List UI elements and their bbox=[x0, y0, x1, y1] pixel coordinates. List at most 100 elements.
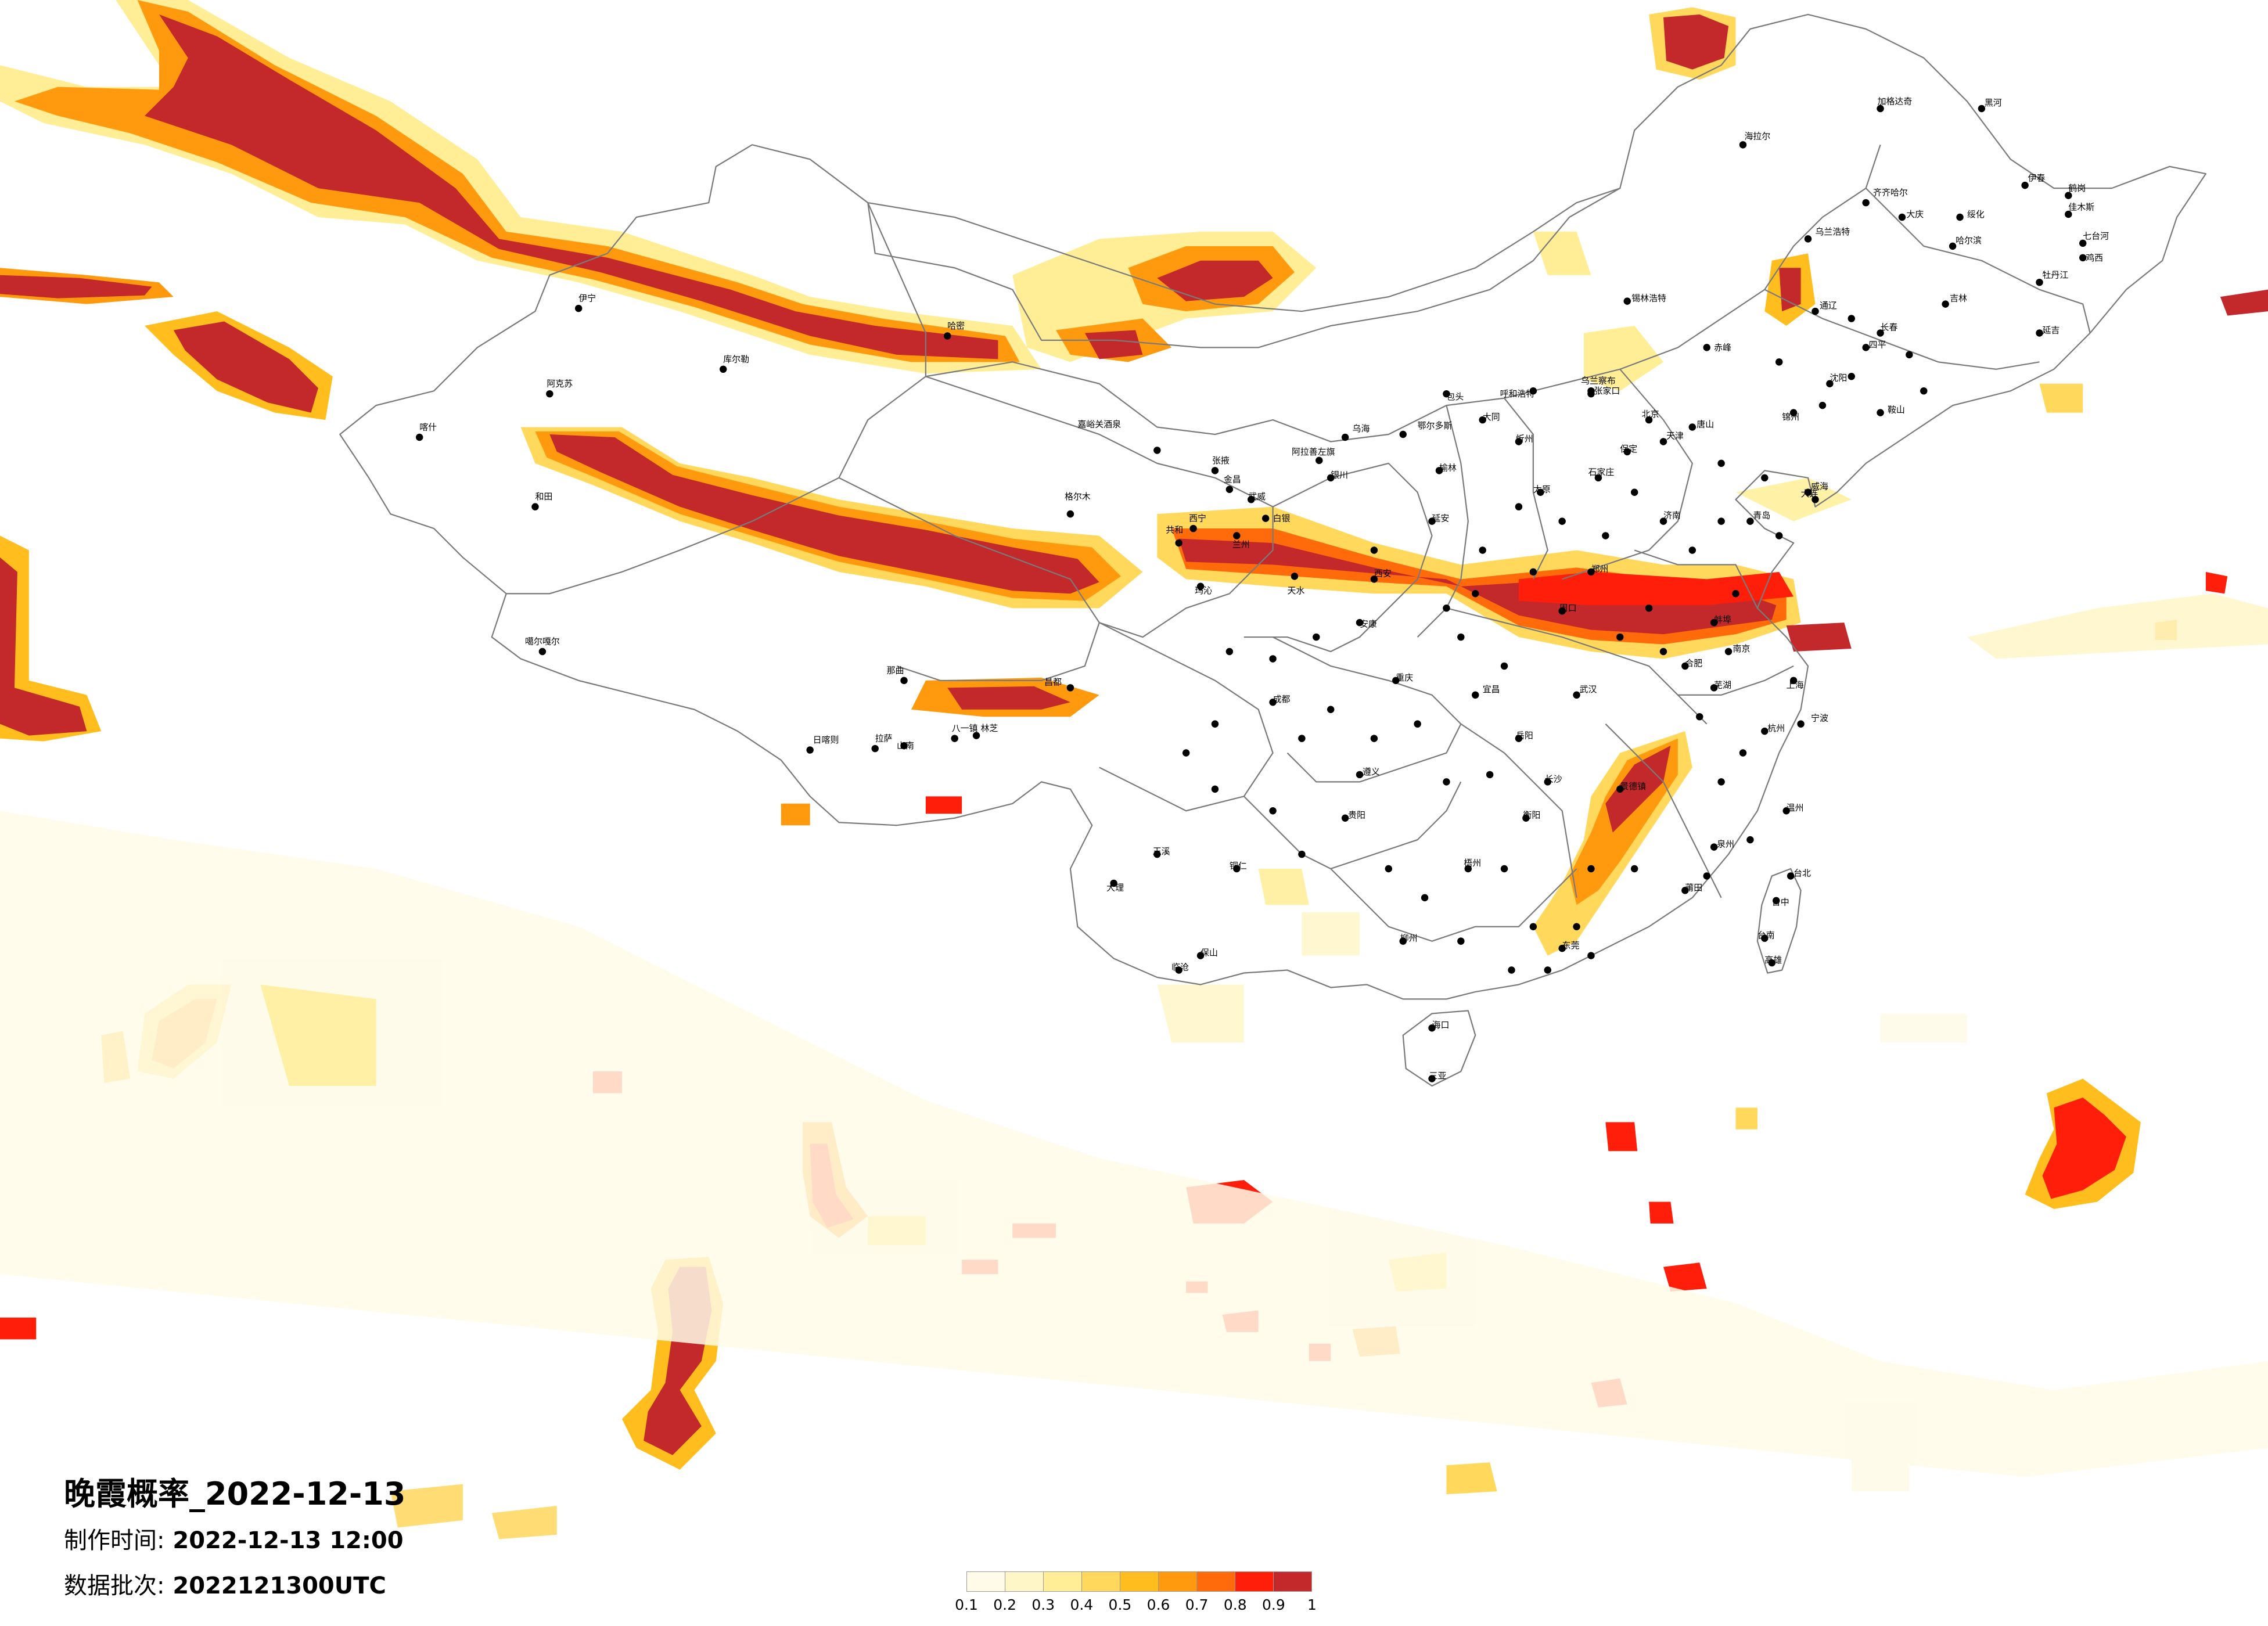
se-band bbox=[1533, 731, 1692, 956]
city-label: 岳阳 bbox=[1516, 731, 1533, 741]
city-label: 绥化 bbox=[1967, 209, 1985, 220]
city-dot bbox=[1811, 495, 1819, 503]
legend-colorbar bbox=[966, 1571, 1312, 1592]
city-dot bbox=[1558, 607, 1566, 615]
city-dot bbox=[1761, 934, 1769, 942]
city-dot bbox=[1587, 568, 1595, 576]
city-dot bbox=[1594, 474, 1602, 482]
city-dot bbox=[1479, 416, 1486, 424]
city-dot bbox=[1659, 438, 1667, 445]
city-label: 阿拉善左旗 bbox=[1292, 447, 1335, 457]
data-batch: 数据批次: 2022121300UTC bbox=[64, 1567, 386, 1600]
legend-tick-label: 1 bbox=[1307, 1596, 1317, 1613]
heilongjiang-jilin bbox=[1865, 188, 2091, 333]
city-label: 张家口 bbox=[1594, 386, 1620, 396]
city-dot bbox=[1862, 199, 1870, 207]
city-dot bbox=[1464, 865, 1472, 873]
city-dot bbox=[1066, 684, 1074, 692]
city-dot bbox=[1782, 807, 1790, 815]
city-dot bbox=[1688, 423, 1696, 431]
city-label: 泉州 bbox=[1717, 839, 1734, 850]
city-group-central-east: 济南 青岛 威海 郑州 周口 合肥 蚌埠 芜湖 南京 上海 杭州 宁波 温州 bbox=[1558, 481, 1828, 815]
city-dot bbox=[1956, 213, 1964, 221]
city-dot bbox=[1196, 582, 1205, 591]
city-dot bbox=[1768, 959, 1776, 967]
city-label: 呼和浩特 bbox=[1500, 388, 1535, 399]
city-label: 山南 bbox=[897, 740, 914, 751]
legend-tick-label: 0.2 bbox=[993, 1596, 1016, 1613]
city-label: 蚌埠 bbox=[1714, 614, 1731, 625]
city-label: 武威 bbox=[1248, 491, 1266, 502]
legend-tick-label: 0.7 bbox=[1185, 1596, 1209, 1613]
city-label: 金昌 bbox=[1224, 474, 1241, 484]
shaanxi-shanxi bbox=[1417, 405, 1469, 638]
city-label: 大庆 bbox=[1906, 209, 1924, 220]
city-group-southwest: 成都 重庆 贵阳 遵义 铜仁 玉溪 大理 保山 临沧 bbox=[1106, 672, 1413, 974]
city-label: 玛沁 bbox=[1195, 585, 1212, 596]
city-label: 伊春 bbox=[2028, 173, 2046, 184]
legend-swatch bbox=[1159, 1572, 1197, 1591]
city-label: 七台河 bbox=[2083, 231, 2109, 241]
city-group-qinghai-gansu: 格尔木 嘉峪关酒泉 张掖 金昌 武威 西宁 共和 兰州 白银 天水 玛沁 bbox=[1065, 419, 1304, 596]
city-dot bbox=[2065, 192, 2072, 199]
chongqing-hubei bbox=[1273, 636, 1462, 783]
city-group-south: 武汉 宜昌 长沙 岳阳 衡阳 景德镇 泉州 莆田 东莞 柳州 梧州 海口 三亚 bbox=[1399, 684, 1734, 1082]
city-label: 忻州 bbox=[1516, 433, 1533, 444]
city-label: 锡林浩特 bbox=[1631, 293, 1666, 304]
city-label: 乌兰浩特 bbox=[1815, 226, 1850, 237]
city-label: 拉萨 bbox=[875, 733, 893, 744]
city-dot bbox=[1472, 691, 1479, 699]
city-label: 和田 bbox=[535, 491, 552, 502]
city-dot bbox=[1189, 524, 1197, 533]
city-label: 昌都 bbox=[1044, 677, 1062, 687]
production-time-label: 制作时间: bbox=[64, 1527, 165, 1554]
city-label: 哈尔滨 bbox=[1956, 235, 1982, 246]
legend-swatch bbox=[1235, 1572, 1274, 1591]
city-dot bbox=[1269, 699, 1277, 706]
city-dot bbox=[1341, 814, 1349, 822]
city-label: 银川 bbox=[1331, 470, 1348, 480]
legend-swatch bbox=[1005, 1572, 1044, 1591]
legend-swatch bbox=[967, 1572, 1005, 1591]
city-dot bbox=[1703, 344, 1710, 351]
city-dot bbox=[1225, 485, 1234, 493]
city-label: 衡阳 bbox=[1523, 810, 1540, 821]
city-dot bbox=[1573, 691, 1580, 699]
city-label: 安康 bbox=[1360, 619, 1377, 629]
city-dot bbox=[1428, 1075, 1436, 1082]
city-label: 共和 bbox=[1166, 525, 1183, 535]
city-dot bbox=[1066, 510, 1074, 518]
xinjiang-border bbox=[506, 202, 926, 595]
city-label: 林芝 bbox=[981, 723, 998, 733]
city-dot bbox=[900, 742, 908, 750]
production-time: 制作时间: 2022-12-13 12:00 bbox=[64, 1521, 404, 1555]
city-label: 保定 bbox=[1620, 444, 1637, 454]
city-dot bbox=[415, 433, 423, 441]
city-group-northwest: 西安 延安 榆林 安康 银川 bbox=[1327, 462, 1457, 629]
city-group-northeast: 黑河 伊春 鹤岗 佳木斯 七台河 鸡西 大庆 绥化 哈尔滨 牡丹江 长春 吉林 … bbox=[1782, 98, 2109, 503]
city-dot bbox=[1623, 448, 1631, 456]
city-dot bbox=[2036, 329, 2043, 337]
city-label: 石家庄 bbox=[1588, 467, 1614, 477]
city-label: 柳州 bbox=[1400, 933, 1418, 944]
city-dot bbox=[1153, 447, 1161, 454]
city-dot bbox=[806, 746, 814, 754]
city-dot bbox=[1443, 390, 1450, 398]
ne-blobs bbox=[1533, 7, 2268, 413]
city-dot bbox=[1291, 573, 1299, 580]
city-label: 三亚 bbox=[1429, 1071, 1447, 1081]
city-dot bbox=[1826, 380, 1834, 387]
qinghai-gansu-border bbox=[925, 376, 1274, 638]
city-dot bbox=[1789, 409, 1798, 416]
city-dot bbox=[546, 390, 553, 398]
city-label: 贵阳 bbox=[1348, 810, 1365, 821]
city-label: 沈阳 bbox=[1830, 373, 1847, 383]
city-dot bbox=[1327, 474, 1335, 482]
pale-haze bbox=[0, 477, 2268, 1539]
city-dot bbox=[1392, 677, 1400, 685]
city-label: 太原 bbox=[1533, 484, 1551, 495]
city-dot bbox=[1341, 433, 1349, 441]
city-dot bbox=[1761, 727, 1769, 735]
city-dot bbox=[1233, 865, 1241, 873]
city-label: 吉林 bbox=[1950, 293, 1967, 304]
